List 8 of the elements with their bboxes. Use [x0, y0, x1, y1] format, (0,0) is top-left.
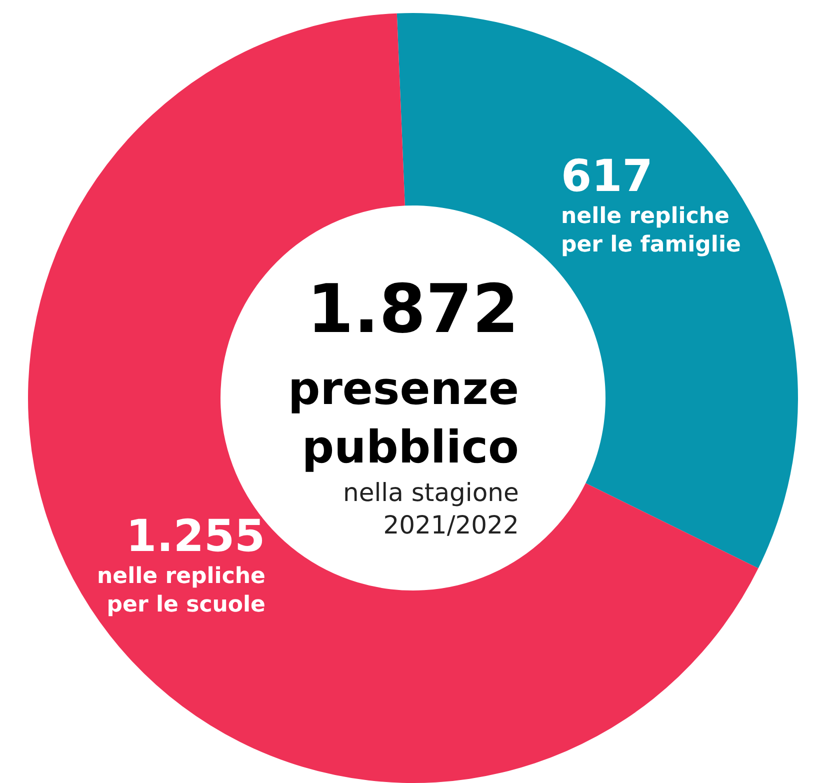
- slice-label: nelle repliche per le famiglie: [561, 204, 741, 258]
- donut-slice: [28, 13, 758, 783]
- slice-label: nelle repliche per le scuole: [97, 564, 266, 618]
- data-label: 1.255: [126, 511, 266, 562]
- text: 1.872: [307, 270, 519, 348]
- text: presenze pubblico: [288, 362, 519, 474]
- data-label: 617: [561, 151, 653, 202]
- text: nella stagione 2021/2022: [343, 478, 519, 540]
